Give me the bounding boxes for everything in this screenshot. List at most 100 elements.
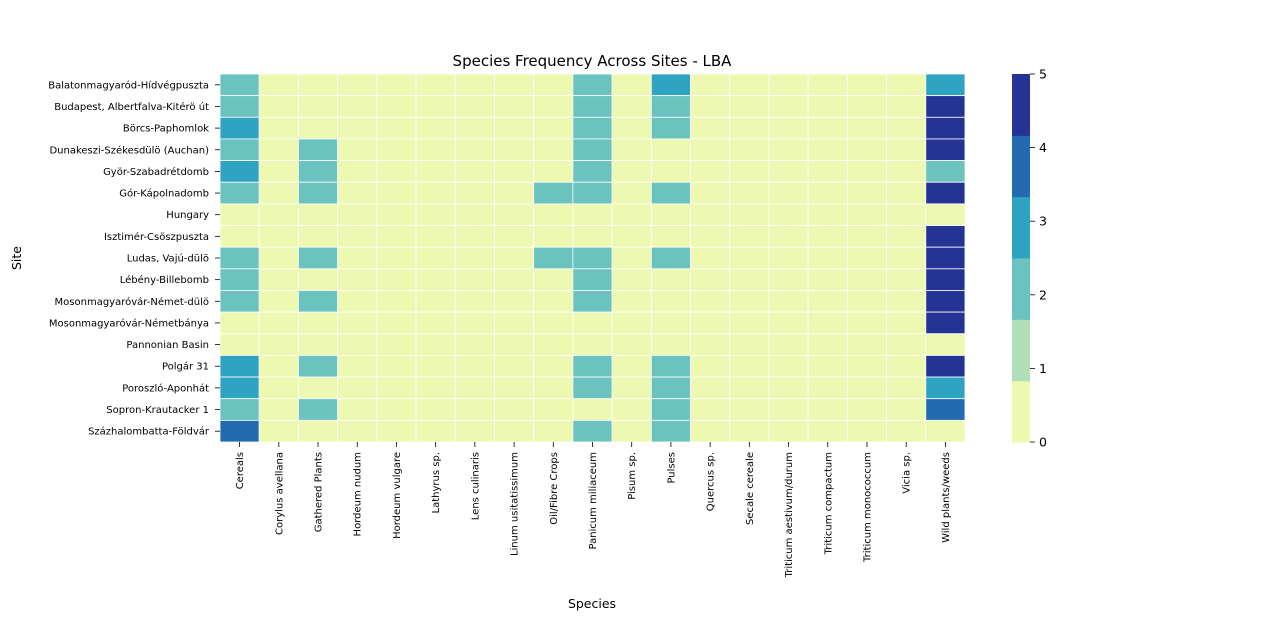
x-tick-label: Hordeum nudum (353, 452, 364, 536)
heatmap-cell (690, 246, 731, 270)
x-tick-label: Lathyrus sp. (431, 452, 442, 513)
heatmap-cell (454, 116, 495, 140)
heatmap-cell (611, 376, 652, 400)
heatmap-cell (415, 116, 456, 140)
heatmap-cell (925, 95, 966, 118)
heatmap-cell (258, 246, 299, 270)
heatmap-cell (572, 419, 613, 443)
heatmap-cell (807, 95, 848, 118)
heatmap-cell (886, 138, 927, 161)
heatmap-cell (337, 268, 378, 291)
heatmap-cell (219, 290, 260, 313)
heatmap-cell (729, 73, 770, 97)
heatmap-cell (298, 203, 339, 226)
heatmap-cell (729, 268, 770, 291)
heatmap-cell (298, 311, 339, 335)
heatmap-cell (650, 268, 691, 291)
heatmap-cell (572, 246, 613, 270)
chart-title: Species Frequency Across Sites - LBA (453, 52, 733, 70)
y-tick-label: Hungary (166, 210, 209, 221)
y-tick-label: Sopron-Krautacker 1 (106, 405, 209, 416)
heatmap-cell (846, 73, 887, 97)
heatmap-cell (690, 138, 731, 161)
heatmap-cell (376, 398, 417, 421)
heatmap-cell (650, 160, 691, 183)
heatmap-cell (807, 268, 848, 291)
heatmap-cell (729, 419, 770, 443)
heatmap-cell (650, 225, 691, 248)
heatmap-cell (886, 116, 927, 140)
heatmap-cell (611, 419, 652, 443)
heatmap-cell (886, 419, 927, 443)
heatmap-cell (807, 333, 848, 356)
heatmap-cell (258, 376, 299, 400)
heatmap-cell (298, 181, 339, 205)
heatmap-cell (768, 203, 809, 226)
heatmap-cell (886, 268, 927, 291)
heatmap-cell (219, 225, 260, 248)
heatmap-cell (298, 398, 339, 421)
heatmap-cell (337, 225, 378, 248)
heatmap-cell (572, 138, 613, 161)
heatmap-cell (298, 290, 339, 313)
y-tick-label: Dunakeszi-Székesdülö (Auchan) (49, 144, 209, 156)
heatmap-cell (768, 160, 809, 183)
colorbar-tick-label: 0 (1039, 435, 1047, 450)
heatmap-cell (807, 246, 848, 270)
heatmap-cell (846, 355, 887, 378)
heatmap-cell (729, 225, 770, 248)
x-tick-label: Panicum miliaceum (588, 452, 599, 550)
colorbar-tick-label: 4 (1039, 140, 1047, 155)
heatmap-cell (807, 311, 848, 335)
heatmap-cell (533, 376, 574, 400)
heatmap-cell (807, 225, 848, 248)
heatmap-cell (768, 73, 809, 97)
heatmap-cell (494, 398, 535, 421)
heatmap-cell (650, 181, 691, 205)
heatmap-cell (533, 116, 574, 140)
heatmap-cell (494, 138, 535, 161)
heatmap-cell (533, 355, 574, 378)
heatmap-cell (846, 203, 887, 226)
heatmap-cell (886, 73, 927, 97)
heatmap-cell (572, 203, 613, 226)
heatmap-cell (376, 333, 417, 356)
heatmap-cell (415, 225, 456, 248)
heatmap-cell (729, 95, 770, 118)
heatmap-cell (729, 333, 770, 356)
heatmap-cell (415, 398, 456, 421)
heatmap-cell (454, 203, 495, 226)
heatmap-cell (454, 311, 495, 335)
heatmap-cell (337, 95, 378, 118)
heatmap-cell (768, 398, 809, 421)
x-tick-label: Triticum compactum (823, 452, 834, 555)
heatmap-cell (690, 203, 731, 226)
heatmap-cell (337, 160, 378, 183)
heatmap-cell (494, 355, 535, 378)
heatmap-cell (650, 419, 691, 443)
heatmap-cell (258, 333, 299, 356)
heatmap-cell (494, 160, 535, 183)
heatmap-cell (219, 160, 260, 183)
heatmap-cell (650, 376, 691, 400)
heatmap-cell (415, 419, 456, 443)
heatmap-cell (846, 398, 887, 421)
heatmap-cell (219, 246, 260, 270)
x-tick-label: Gathered Plants (314, 452, 325, 532)
heatmap-cell (258, 398, 299, 421)
heatmap-cell (376, 290, 417, 313)
heatmap-cell (611, 268, 652, 291)
heatmap-cell (925, 160, 966, 183)
heatmap-cell (533, 95, 574, 118)
heatmap-cell (650, 116, 691, 140)
heatmap-cell (886, 203, 927, 226)
heatmap-cell (258, 95, 299, 118)
x-tick-label: Pisum sp. (627, 452, 638, 500)
heatmap-cell (611, 73, 652, 97)
heatmap-cell (454, 95, 495, 118)
heatmap-cell (846, 311, 887, 335)
heatmap-cell (219, 311, 260, 335)
heatmap-cell (572, 73, 613, 97)
heatmap-cell (729, 160, 770, 183)
